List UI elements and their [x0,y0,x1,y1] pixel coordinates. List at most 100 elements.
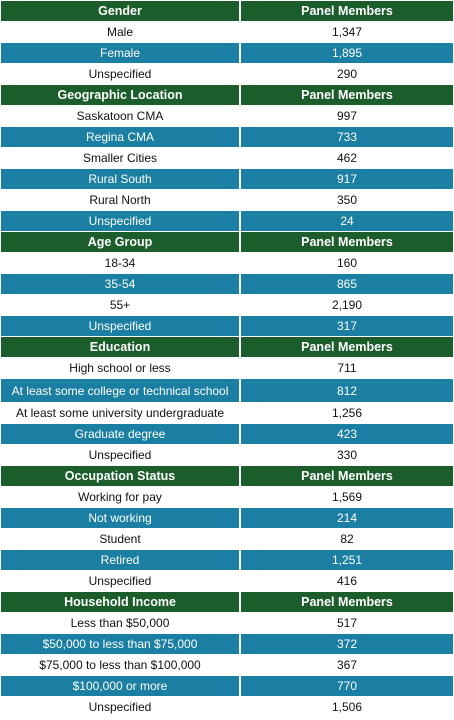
table-row: $100,000 or more 770 [1,676,453,696]
row-value: 1,256 [241,403,453,423]
row-label: 55+ [1,295,239,315]
table-row: Female 1,895 [1,43,453,63]
row-label: $75,000 to less than $100,000 [1,655,239,675]
table-row: Rural North 350 [1,190,453,210]
section-title: Age Group [1,232,239,252]
section-header: Household Income Panel Members [1,592,453,612]
table-row: Unspecified 330 [1,445,453,465]
table-row: Rural South 917 [1,169,453,189]
row-value: 423 [241,424,453,444]
row-value: 160 [241,253,453,273]
row-value: 317 [241,316,453,336]
table-row: Unspecified 290 [1,64,453,84]
table-row: 18-34 160 [1,253,453,273]
row-label: 35-54 [1,274,239,294]
table-row: $50,000 to less than $75,000 372 [1,634,453,654]
section-title: Education [1,337,239,357]
row-label: Rural North [1,190,239,210]
section-header: Age Group Panel Members [1,232,453,252]
row-label: Smaller Cities [1,148,239,168]
row-value: 1,569 [241,487,453,507]
table-row: Regina CMA 733 [1,127,453,147]
row-label: Retired [1,550,239,570]
column-header-panel-members: Panel Members [241,1,453,21]
table-row: Working for pay 1,569 [1,487,453,507]
column-header-panel-members: Panel Members [241,466,453,486]
column-header-panel-members: Panel Members [241,592,453,612]
row-value: 290 [241,64,453,84]
row-value: 350 [241,190,453,210]
row-value: 330 [241,445,453,465]
row-label: 18-34 [1,253,239,273]
row-value: 997 [241,106,453,126]
section-title: Occupation Status [1,466,239,486]
table-row: Less than $50,000 517 [1,613,453,633]
table-row: At least some university undergraduate 1,… [1,403,453,423]
section-header: Geographic Location Panel Members [1,85,453,105]
table-row: Not working 214 [1,508,453,528]
table-row: 35-54 865 [1,274,453,294]
row-value: 1,506 [241,697,453,717]
row-label: Female [1,43,239,63]
row-label: Unspecified [1,211,239,231]
table-row: Student 82 [1,529,453,549]
table-row: High school or less 711 [1,358,453,378]
row-label: Male [1,22,239,42]
row-value: 865 [241,274,453,294]
row-value: 812 [241,379,453,402]
row-label: Unspecified [1,445,239,465]
row-value: 1,347 [241,22,453,42]
row-label: Unspecified [1,697,239,717]
row-label: Graduate degree [1,424,239,444]
table-row: Unspecified 1,506 [1,697,453,717]
section-title: Geographic Location [1,85,239,105]
row-label: Regina CMA [1,127,239,147]
column-header-panel-members: Panel Members [241,337,453,357]
section-title: Household Income [1,592,239,612]
table-row: Graduate degree 423 [1,424,453,444]
row-value: 367 [241,655,453,675]
row-value: 711 [241,358,453,378]
table-row: Unspecified 416 [1,571,453,591]
row-label: At least some college or technical schoo… [1,379,239,402]
section-title: Gender [1,1,239,21]
row-value: 24 [241,211,453,231]
row-value: 214 [241,508,453,528]
column-header-panel-members: Panel Members [241,85,453,105]
row-label: Not working [1,508,239,528]
row-value: 517 [241,613,453,633]
row-label: High school or less [1,358,239,378]
row-value: 82 [241,529,453,549]
table-row: Smaller Cities 462 [1,148,453,168]
row-value: 1,895 [241,43,453,63]
row-label: Less than $50,000 [1,613,239,633]
row-label: $100,000 or more [1,676,239,696]
table-row: $75,000 to less than $100,000 367 [1,655,453,675]
row-label: Unspecified [1,64,239,84]
row-label: Saskatoon CMA [1,106,239,126]
table-row: Unspecified 317 [1,316,453,336]
row-value: 733 [241,127,453,147]
table-row: Unspecified 24 [1,211,453,231]
row-value: 416 [241,571,453,591]
row-value: 917 [241,169,453,189]
table-row: At least some college or technical schoo… [1,379,453,402]
row-value: 770 [241,676,453,696]
row-label: Student [1,529,239,549]
column-header-panel-members: Panel Members [241,232,453,252]
section-header: Gender Panel Members [1,1,453,21]
table-row: 55+ 2,190 [1,295,453,315]
row-label: Rural South [1,169,239,189]
row-label: Working for pay [1,487,239,507]
section-header: Education Panel Members [1,337,453,357]
row-value: 462 [241,148,453,168]
table-row: Saskatoon CMA 997 [1,106,453,126]
row-value: 1,251 [241,550,453,570]
section-header: Occupation Status Panel Members [1,466,453,486]
row-label: $50,000 to less than $75,000 [1,634,239,654]
row-value: 372 [241,634,453,654]
row-value: 2,190 [241,295,453,315]
row-label: Unspecified [1,316,239,336]
table-row: Male 1,347 [1,22,453,42]
